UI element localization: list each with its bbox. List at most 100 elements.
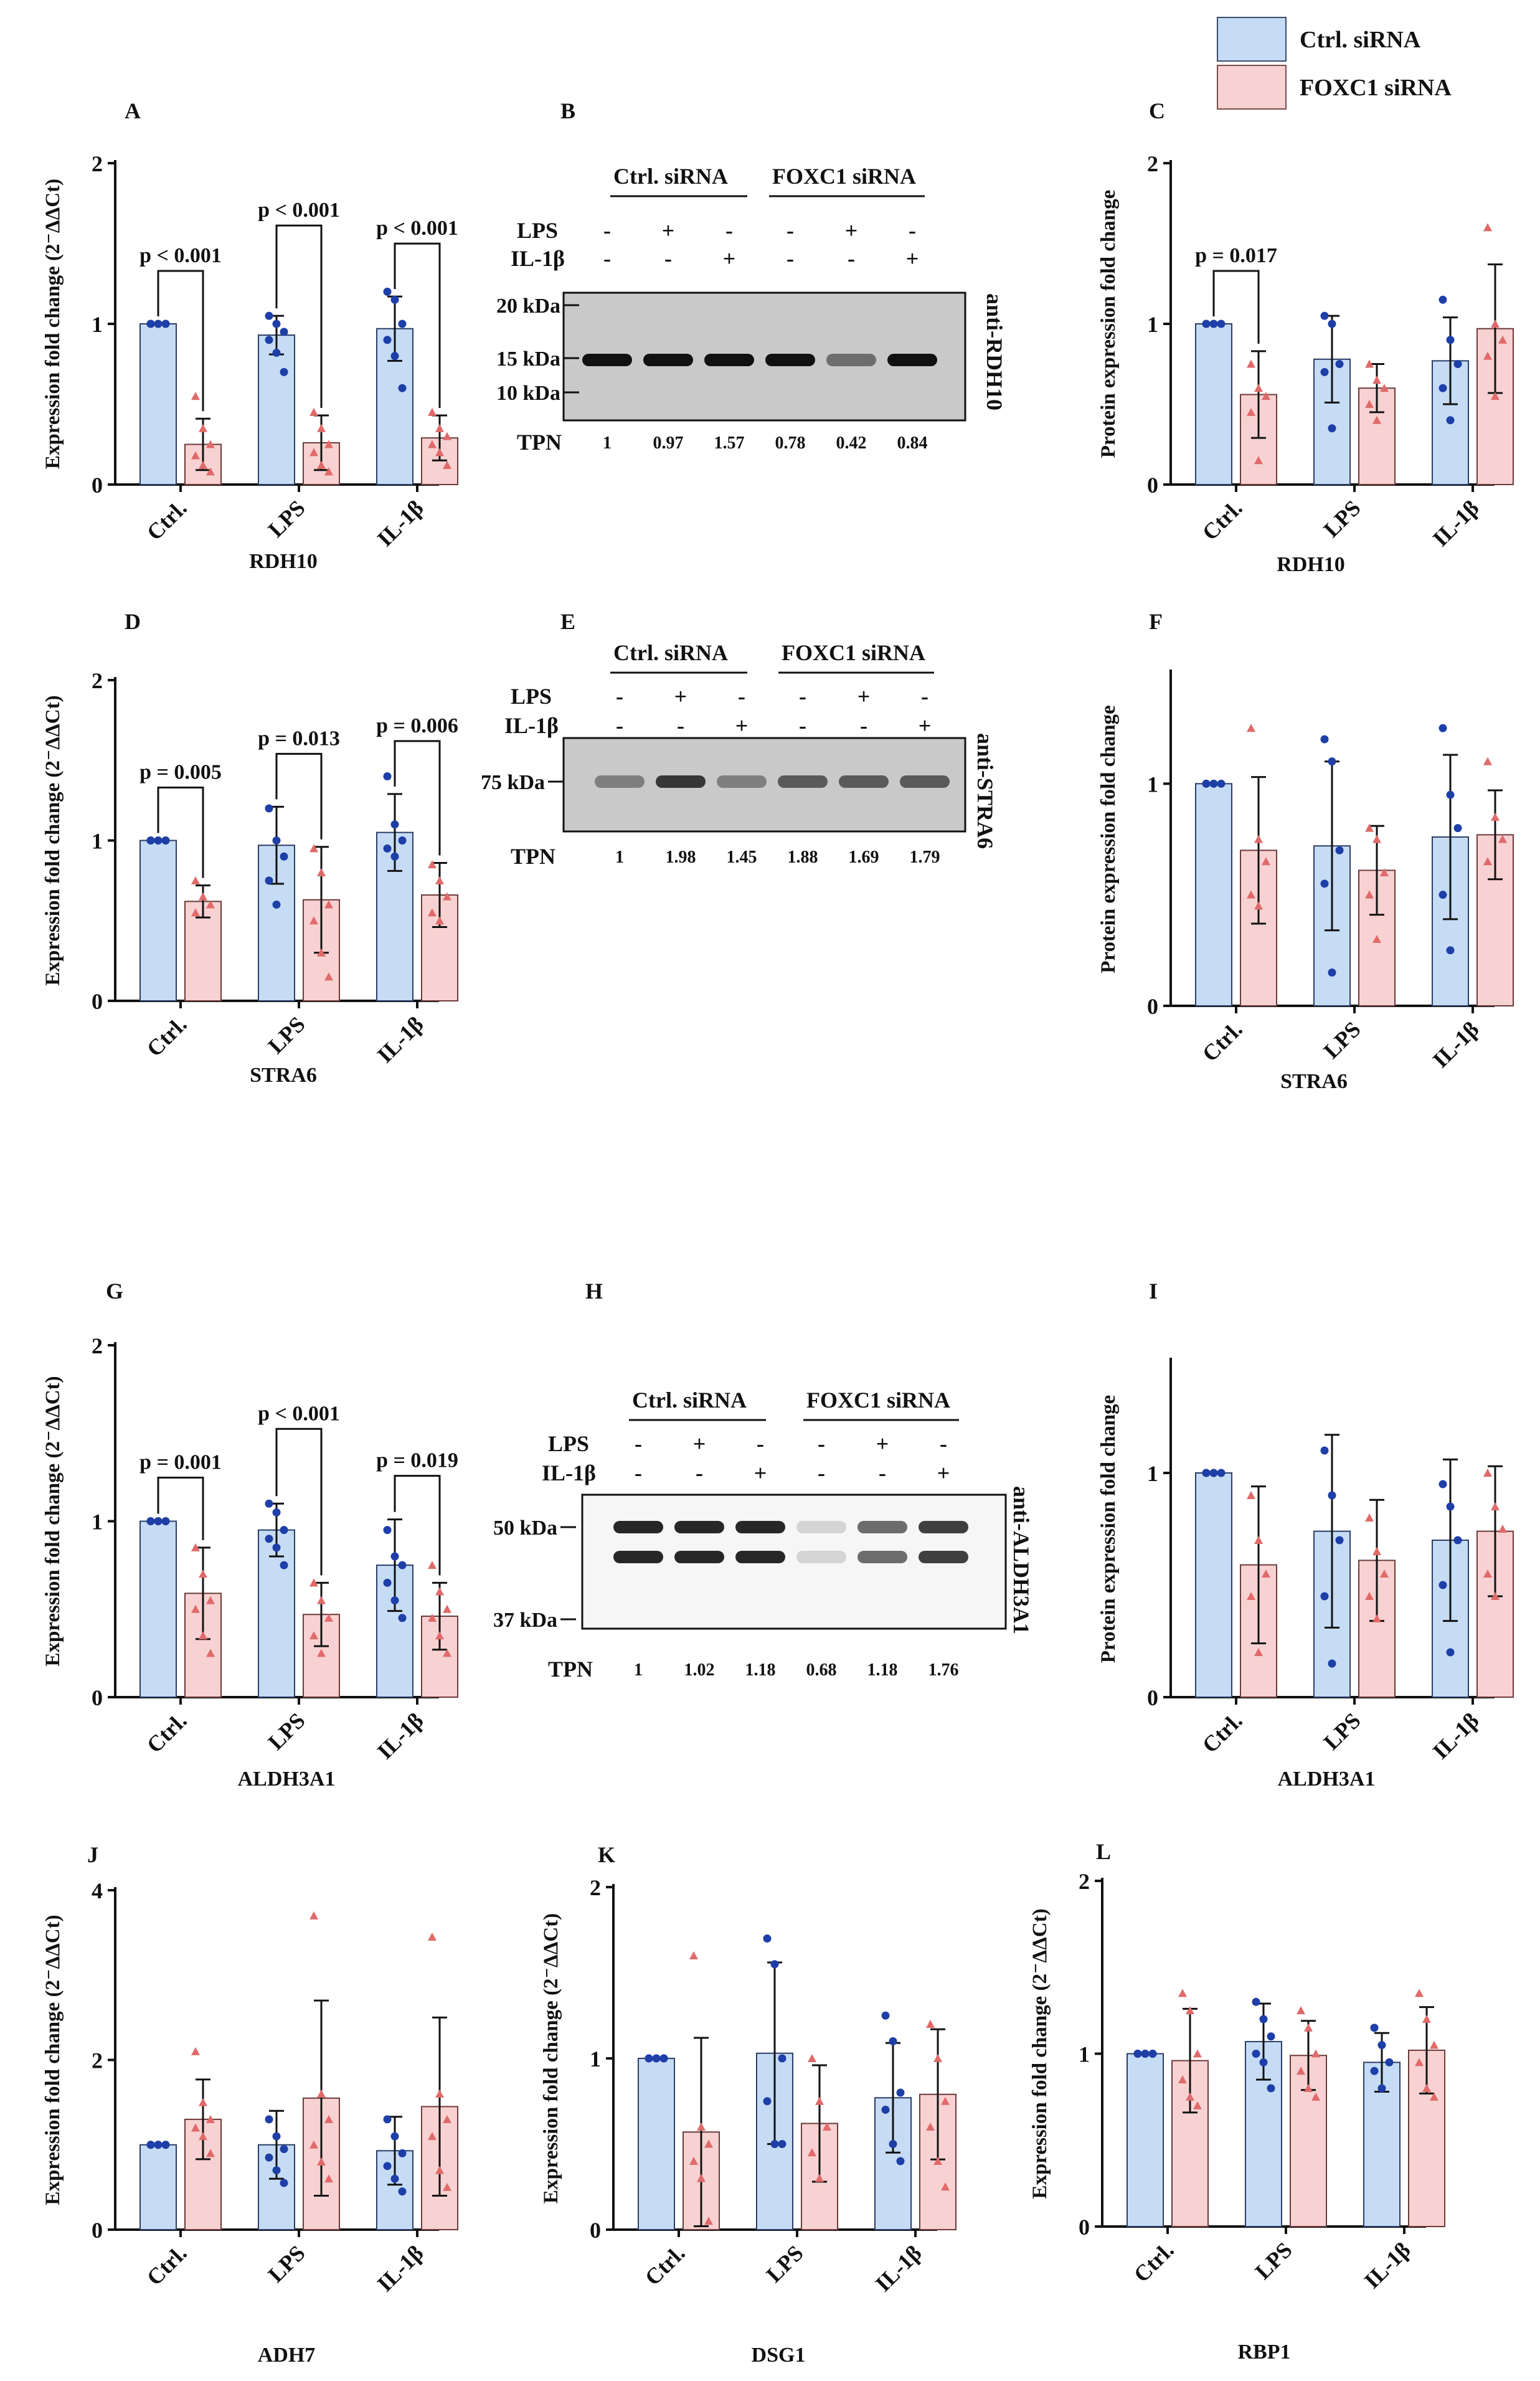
y-tick-label: 0	[1147, 473, 1158, 498]
bar	[1127, 2053, 1164, 2227]
il1b-sign: +	[906, 246, 919, 271]
significance-bracket	[157, 1477, 204, 1540]
data-point	[191, 2047, 200, 2055]
data-point	[280, 367, 288, 376]
mw-marker: 75 kDa	[481, 771, 545, 794]
data-point	[1247, 724, 1255, 732]
y-tick-label: 1	[1079, 2042, 1090, 2067]
data-point	[317, 424, 326, 432]
data-point	[1328, 320, 1336, 328]
y-tick-label: 1	[1147, 1461, 1158, 1486]
data-point	[1498, 335, 1507, 344]
data-point	[398, 1614, 407, 1622]
blot-band	[857, 1551, 907, 1563]
data-point	[435, 1587, 444, 1596]
data-point	[941, 2182, 950, 2191]
data-point	[1148, 2050, 1157, 2058]
data-point	[1311, 2049, 1320, 2058]
data-point	[161, 320, 170, 328]
row-label-lps: LPS	[548, 1431, 589, 1456]
data-point	[390, 295, 399, 304]
data-point	[146, 836, 155, 845]
bar	[1195, 783, 1232, 1007]
data-point	[1247, 359, 1255, 368]
data-point	[1438, 724, 1447, 732]
data-point	[324, 440, 333, 448]
data-point	[1491, 1592, 1500, 1600]
x-axis-label: STRA6	[1280, 1070, 1348, 1093]
data-point	[1133, 2050, 1142, 2058]
data-point	[1415, 2058, 1424, 2066]
lps-sign: -	[909, 218, 916, 243]
data-point	[926, 2020, 935, 2028]
data-point	[317, 868, 326, 876]
data-point	[1372, 376, 1381, 384]
y-tick-label: 2	[590, 1875, 601, 1900]
data-point	[390, 1552, 399, 1561]
data-point	[1380, 1569, 1389, 1578]
data-point	[383, 2162, 392, 2170]
data-point	[1335, 1536, 1344, 1545]
data-point	[1372, 835, 1381, 843]
data-point	[265, 1535, 273, 1543]
data-point	[645, 2054, 653, 2063]
panel-letter: D	[125, 609, 141, 634]
blot-panel-B: B Ctrl. siRNA FOXC1 siRNA LPS IL-1β - - + - - + - - +…	[496, 98, 1007, 455]
tpn-value: 0.68	[806, 1660, 837, 1680]
data-point	[154, 2141, 163, 2149]
data-point	[309, 1631, 318, 1640]
data-point	[1311, 2092, 1320, 2101]
significance-bracket	[394, 740, 441, 856]
y-axis-label: Protein expression fold change	[1097, 1395, 1120, 1664]
y-tick-label: 0	[1147, 994, 1158, 1019]
data-point	[1380, 868, 1389, 876]
bar	[1358, 1560, 1396, 1698]
data-point	[398, 1561, 407, 1569]
data-point	[1217, 320, 1226, 328]
data-point	[778, 2140, 787, 2148]
bar	[139, 2144, 177, 2230]
data-point	[1186, 2092, 1194, 2101]
blot-band	[887, 354, 937, 366]
chart-panel-J: J 0 2 4 Expression fold change (2⁻ΔΔCt) Ctrl.…	[42, 1842, 458, 2367]
y-axis-label: Protein expression fold change	[1097, 705, 1120, 973]
panel-letter: A	[125, 98, 141, 123]
x-tick-label: IL-1β	[372, 1011, 428, 1067]
y-tick-label: 0	[1147, 1685, 1158, 1710]
group-label-foxc1: FOXC1 siRNA	[782, 640, 925, 665]
p-value: p = 0.017	[1195, 244, 1277, 267]
x-tick-label: LPS	[1250, 2237, 1297, 2284]
p-value: p = 0.006	[376, 714, 458, 737]
data-point	[199, 892, 207, 901]
data-point	[324, 467, 333, 476]
x-tick-label: Ctrl.	[142, 495, 192, 545]
data-point	[1453, 360, 1462, 368]
data-point	[443, 1649, 451, 1657]
il1b-sign: -	[787, 246, 794, 271]
blot-band	[839, 775, 889, 788]
data-point	[659, 2054, 668, 2063]
legend-label: FOXC1 siRNA	[1300, 75, 1452, 101]
tpn-value: 1.57	[714, 433, 745, 453]
lps-sign: -	[635, 1431, 642, 1456]
panel-letter: H	[585, 1279, 603, 1304]
data-point	[383, 844, 392, 853]
data-point	[146, 2141, 155, 2149]
panel-letter: L	[1096, 1839, 1111, 1864]
data-point	[770, 1960, 779, 1969]
panel-letter: F	[1149, 609, 1163, 634]
data-point	[390, 2174, 399, 2183]
data-point	[808, 2054, 816, 2062]
data-point	[763, 1934, 772, 1943]
bar	[258, 1529, 295, 1698]
blot-band	[717, 775, 767, 788]
data-point	[280, 328, 288, 336]
group-label-ctrl: Ctrl. siRNA	[613, 164, 728, 189]
blot-band	[674, 1551, 724, 1563]
tpn-value: 1.76	[928, 1660, 959, 1680]
p-value: p = 0.001	[139, 1451, 222, 1474]
group-label-foxc1: FOXC1 siRNA	[806, 1388, 950, 1413]
data-point	[1304, 2084, 1313, 2092]
blot-panel-E: E Ctrl. siRNA FOXC1 siRNA LPS IL-1β - - + - - + - - +…	[481, 609, 998, 869]
data-point	[309, 916, 318, 925]
